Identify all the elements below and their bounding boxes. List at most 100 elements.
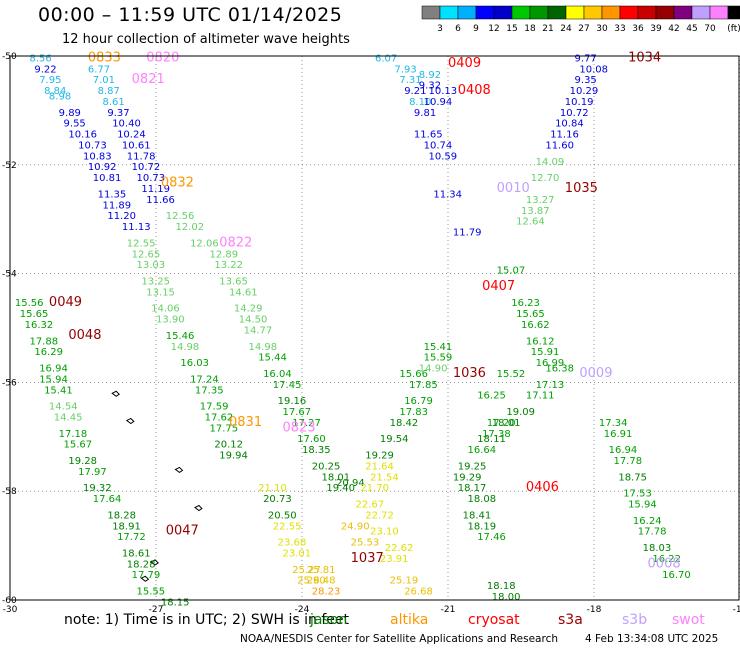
- wave-height-value: 10.59: [429, 151, 458, 162]
- wave-height-value: 12.02: [175, 222, 204, 233]
- wave-height-value: 26.48: [307, 576, 336, 587]
- wave-height-value: 8.10: [409, 97, 431, 108]
- wave-height-value: 28.23: [312, 587, 341, 598]
- island-outline: [140, 575, 150, 582]
- wave-height-value: 10.73: [78, 140, 107, 151]
- wave-height-value: 16.79: [404, 396, 433, 407]
- credit-line: NOAA/NESDIS Center for Satellite Applica…: [240, 633, 558, 645]
- wave-height-value: 17.62: [205, 412, 234, 423]
- wave-height-value: 18.35: [302, 445, 331, 456]
- wave-height-value: 19.25: [458, 461, 487, 472]
- wave-height-value: 19.09: [506, 407, 535, 418]
- wave-height-value: 6.77: [88, 64, 110, 75]
- pass-time-label: 0820: [146, 50, 179, 65]
- wave-height-value: 15.56: [15, 298, 44, 309]
- wave-height-value: 7.01: [93, 75, 115, 86]
- island-outline: [125, 417, 135, 425]
- wave-height-value: 10.81: [93, 173, 122, 184]
- wave-height-value: 9.21: [404, 86, 426, 97]
- pass-time-label: 0010: [497, 181, 530, 196]
- x-tick-label: -30: [3, 605, 18, 615]
- wave-height-value: 14.09: [536, 157, 565, 168]
- island-outline: [174, 466, 184, 474]
- wave-height-value: 17.67: [283, 407, 312, 418]
- wave-height-value: 10.16: [68, 130, 97, 141]
- wave-height-value: 18.15: [161, 597, 190, 608]
- pass-time-label: 0048: [68, 328, 101, 343]
- x-tick-label: -18: [587, 605, 602, 615]
- sat-label-jason: jason: [310, 612, 348, 628]
- wave-height-value: 17.18: [59, 429, 88, 440]
- wave-height-value: 15.52: [497, 369, 526, 380]
- wave-height-value: 17.75: [210, 423, 239, 434]
- wave-height-value: 13.22: [214, 260, 243, 271]
- wave-height-value: 9.35: [575, 75, 597, 86]
- y-tick-label: -50: [2, 52, 17, 62]
- wave-height-value: 11.13: [122, 222, 151, 233]
- pass-time-label: 0008: [648, 556, 681, 571]
- wave-height-value: 26.68: [404, 587, 433, 598]
- wave-height-value: 16.94: [39, 364, 68, 375]
- wave-height-value: 8.87: [98, 86, 120, 97]
- wave-height-value: 10.72: [132, 162, 161, 173]
- pass-time-label: 0833: [88, 50, 121, 65]
- wave-height-value: 13.65: [219, 276, 248, 287]
- colorbar-label: 15: [506, 24, 517, 34]
- wave-height-value: 18.03: [643, 543, 672, 554]
- wave-height-value: 25.90: [297, 576, 326, 587]
- wave-height-value: 18.28: [127, 559, 156, 570]
- wave-height-value: 17.11: [526, 391, 555, 402]
- wave-height-value: 14.77: [244, 325, 273, 336]
- colorbar-swatch: [727, 5, 740, 20]
- island-outline: [150, 559, 159, 566]
- wave-height-value: 14.06: [151, 304, 180, 315]
- wave-height-value: 22.67: [356, 500, 385, 511]
- wave-height-value: 11.78: [127, 151, 156, 162]
- sat-label-altika: altika: [390, 612, 429, 628]
- wave-height-value: 14.90: [419, 364, 448, 375]
- colorbar-label: 3: [437, 24, 443, 34]
- wave-height-value: 17.53: [623, 489, 652, 500]
- wave-height-value: 18.42: [390, 418, 419, 429]
- page-subtitle: 12 hour collection of altimeter wave hei…: [62, 32, 350, 47]
- wave-height-value: 9.55: [64, 119, 86, 130]
- wave-height-value: 17.24: [190, 374, 219, 385]
- wave-height-value: 18.17: [458, 483, 487, 494]
- wave-height-value: 18.11: [477, 434, 506, 445]
- wave-height-value: 9.81: [414, 108, 436, 119]
- wave-height-value: 11.60: [545, 140, 574, 151]
- pass-time-label: 0409: [448, 56, 481, 71]
- wave-height-value: 18.61: [122, 548, 151, 559]
- wave-height-value: 24.90: [341, 521, 370, 532]
- wave-height-value: 18.75: [618, 472, 647, 483]
- island-outline: [111, 390, 120, 397]
- wave-height-value: 15.41: [424, 342, 453, 353]
- wave-height-value: 22.72: [365, 510, 394, 521]
- pass-time-label: 1034: [628, 50, 661, 65]
- wave-height-value: 10.24: [117, 130, 146, 141]
- colorbar-label: 45: [686, 24, 697, 34]
- wave-height-value: 18.28: [107, 510, 136, 521]
- wave-height-value: 11.79: [453, 228, 482, 239]
- wave-height-value: 18.01: [321, 472, 350, 483]
- wave-height-value: 16.12: [526, 336, 555, 347]
- wave-height-value: 14.29: [234, 304, 263, 315]
- wave-height-value: 12.55: [127, 238, 156, 249]
- wave-height-value: 16.29: [34, 347, 63, 358]
- wave-height-value: 17.34: [599, 418, 628, 429]
- wave-height-value: 16.38: [545, 364, 574, 375]
- wave-height-value: 22.55: [273, 521, 302, 532]
- wave-height-value: 19.29: [453, 472, 482, 483]
- wave-height-value: 12.89: [210, 249, 239, 260]
- pass-time-label: 0406: [526, 480, 559, 495]
- wave-height-value: 10.83: [83, 151, 112, 162]
- wave-height-value: 17.46: [477, 532, 506, 543]
- colorbar-label: 33: [614, 24, 625, 34]
- wave-height-value: 21.54: [370, 472, 399, 483]
- wave-height-value: 20.73: [263, 494, 292, 505]
- colorbar-label: 27: [578, 24, 589, 34]
- wave-height-value: 8.84: [44, 86, 66, 97]
- colorbar-label: (ft): [727, 24, 740, 34]
- wave-height-value: 16.91: [604, 429, 633, 440]
- wave-height-value: 19.32: [83, 483, 112, 494]
